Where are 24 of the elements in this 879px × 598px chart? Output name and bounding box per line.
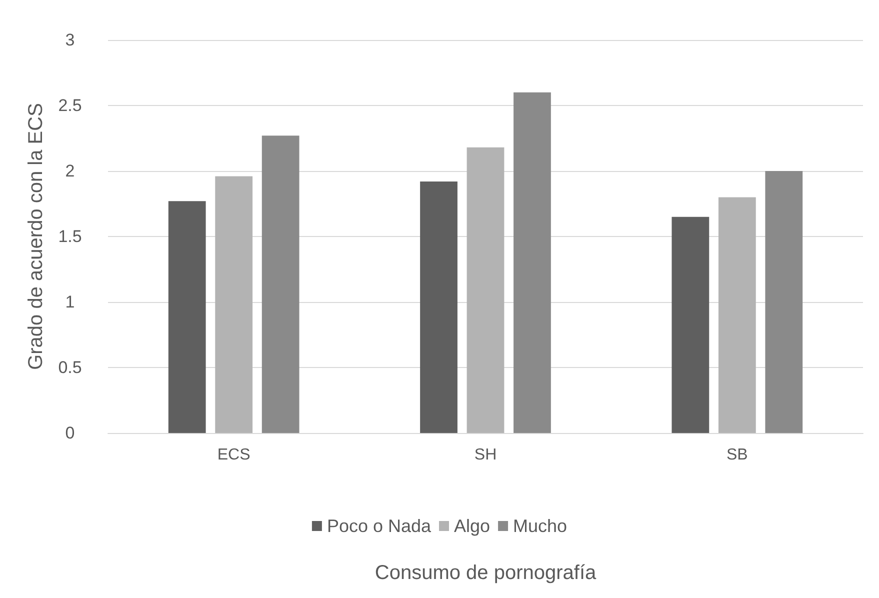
y-tick-label: 1 [65, 292, 75, 312]
bar [420, 181, 458, 433]
x-tick-label: SB [726, 446, 748, 464]
bar [168, 201, 206, 433]
y-tick-label: 2 [65, 162, 75, 180]
legend-label: Poco o Nada [326, 516, 432, 536]
x-axis-title: Consumo de pornografía [374, 562, 597, 584]
y-tick-label: 0 [65, 424, 75, 442]
y-tick-label: 0.5 [58, 358, 82, 377]
bar [718, 197, 756, 433]
x-tick-label: SH [474, 446, 497, 464]
y-axis-title: Grado de acuerdo con la ECS [25, 103, 47, 370]
legend-label: Algo [454, 516, 490, 536]
bar [514, 92, 551, 433]
legend-label: Mucho [513, 516, 568, 536]
y-tick-label: 3 [65, 30, 75, 50]
y-tick-label: 1.5 [58, 227, 82, 246]
bar [215, 176, 253, 433]
bar [262, 136, 300, 433]
bar [466, 147, 504, 433]
x-tick-label: ECS [217, 446, 250, 464]
bar [672, 216, 710, 433]
y-tick-label: 2.5 [58, 96, 82, 115]
bar [765, 171, 803, 433]
